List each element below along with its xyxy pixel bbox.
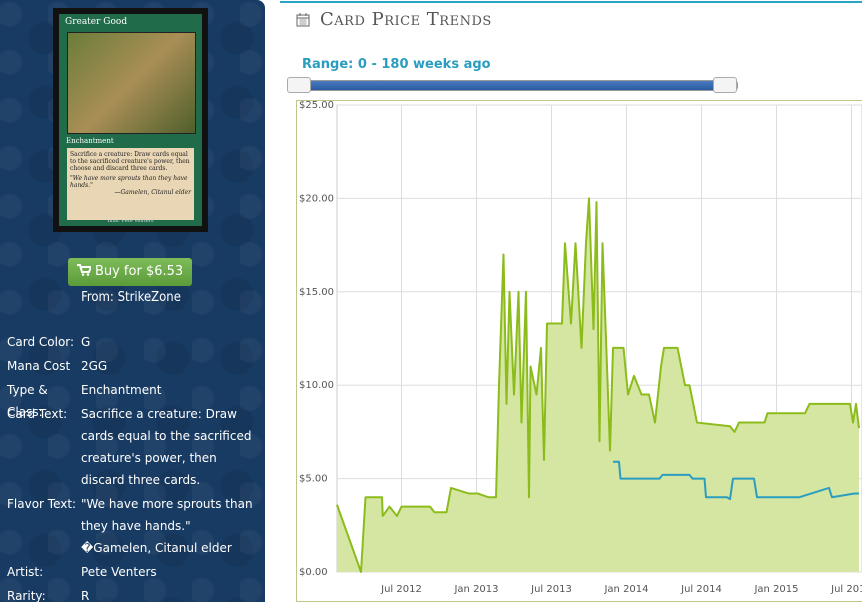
detail-label: Artist:: [7, 561, 81, 583]
sidebar: Greater Good Enchantment Sacrifice a cre…: [0, 0, 265, 602]
x-tick-label: Jul 2013: [530, 584, 572, 595]
y-tick-label: $20.00: [299, 193, 334, 204]
card-rules: Sacrifice a creature: Draw cards equal t…: [70, 151, 191, 172]
detail-value: "We have more sprouts than they have han…: [81, 493, 261, 559]
detail-value: Enchantment: [81, 379, 261, 401]
detail-label: Rarity:: [7, 585, 81, 607]
y-tick-label: $0.00: [299, 567, 328, 578]
seller: From: StrikeZone: [0, 290, 262, 305]
card-type: Enchantment: [66, 137, 114, 145]
chart: $0.00 $5.00 $10.00 $15.00 $20.00 $25.00 Jul 20…: [296, 100, 862, 602]
card-name: Greater Good: [65, 17, 127, 27]
card-frame: Greater Good Enchantment Sacrifice a cre…: [59, 14, 202, 226]
buy-label: Buy for $6.53: [95, 264, 183, 279]
calendar-icon: [296, 13, 310, 27]
detail-value: R: [81, 585, 261, 607]
x-tick-label: Jul 2012: [380, 584, 422, 595]
x-tick-label: Jul 2014: [680, 584, 722, 595]
detail-value: G: [81, 331, 261, 353]
buy-button[interactable]: Buy for $6.53: [68, 258, 192, 286]
detail-label: Card Text:: [7, 403, 81, 425]
range-label: Range: 0 - 180 weeks ago: [302, 57, 491, 72]
detail-value: Pete Venters: [81, 561, 261, 583]
y-tick-label: $5.00: [299, 474, 328, 485]
x-tick-label: Jul 2015: [830, 584, 862, 595]
card-image: Greater Good Enchantment Sacrifice a cre…: [53, 8, 208, 232]
slider-handle[interactable]: [287, 77, 311, 93]
card-art: [67, 32, 196, 134]
detail-label: Card Color:: [7, 331, 81, 353]
card-attribution: —Gamelen, Citanul elder: [70, 189, 191, 196]
top-rule: [280, 1, 862, 3]
range-slider[interactable]: [288, 80, 738, 91]
detail-label: Flavor Text:: [7, 493, 81, 515]
cart-icon: [77, 264, 91, 276]
detail-value: 2GG: [81, 355, 261, 377]
card-text-box: Sacrifice a creature: Draw cards equal t…: [67, 148, 194, 220]
detail-value: Sacrifice a creature: Draw cards equal t…: [81, 403, 261, 491]
y-tick-label: $10.00: [299, 380, 334, 391]
section-title: Card Price Trends: [320, 9, 492, 30]
detail-label: Mana Cost: [7, 355, 81, 377]
x-tick-label: Jan 2013: [453, 584, 498, 595]
y-tick-label: $15.00: [299, 287, 334, 298]
x-tick-label: Jan 2014: [603, 584, 648, 595]
card-flavor: "We have more sprouts than they have han…: [70, 175, 191, 189]
y-tick-label: $25.00: [299, 100, 334, 111]
slider-handle[interactable]: [713, 77, 737, 93]
card-illus: Illus. Pete Venters: [59, 218, 202, 224]
x-tick-label: Jan 2015: [753, 584, 798, 595]
